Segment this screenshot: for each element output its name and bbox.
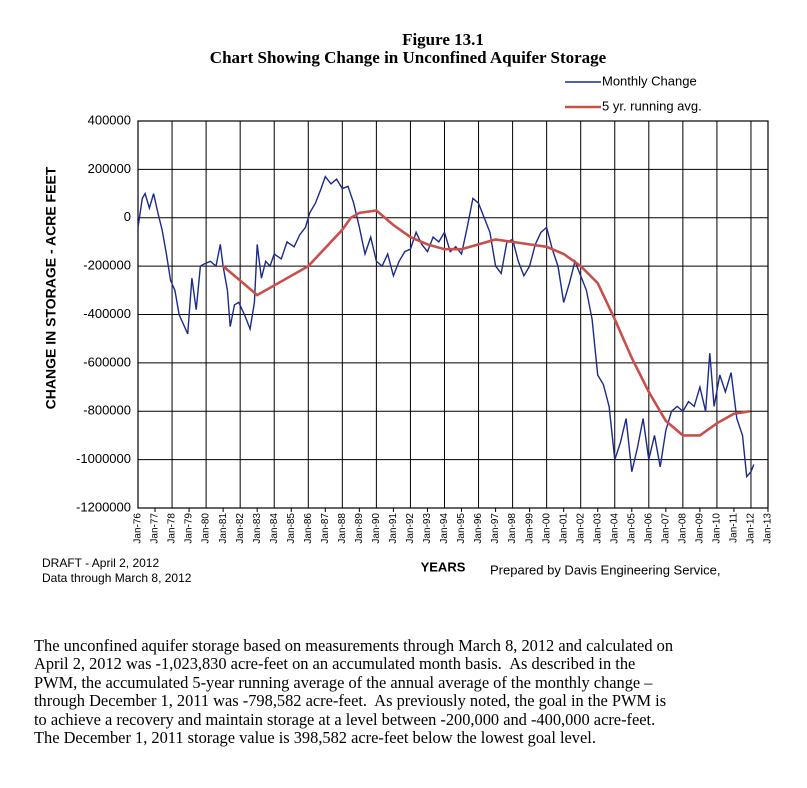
x-tick-label: Jan-11 <box>729 513 740 543</box>
x-tick-label: Jan-96 <box>473 513 484 544</box>
y-tick-label: 400000 <box>88 112 131 127</box>
x-tick-label: Jan-99 <box>524 513 535 544</box>
y-tick-label: -1200000 <box>76 499 131 514</box>
y-tick-label: -400000 <box>83 306 131 321</box>
x-tick-label: Jan-97 <box>490 513 501 544</box>
x-tick-label: Jan-10 <box>712 513 723 544</box>
x-tick-label: Jan-92 <box>405 513 416 544</box>
series-line <box>137 175 755 479</box>
x-tick-label: Jan-76 <box>133 513 144 544</box>
paragraph-line: April 2, 2012 was -1,023,830 acre-feet o… <box>34 654 636 674</box>
legend-label: 5 yr. running avg. <box>602 98 702 113</box>
x-tick-label: Jan-88 <box>337 513 348 544</box>
x-tick-label: Jan-02 <box>575 513 586 544</box>
x-tick-label: Jan-93 <box>422 513 433 544</box>
x-tick-label: Jan-90 <box>371 513 382 544</box>
x-tick-label: Jan-89 <box>354 513 365 544</box>
x-tick-label: Jan-82 <box>235 513 246 544</box>
x-tick-label: Jan-00 <box>541 513 552 544</box>
x-tick-label: Jan-79 <box>184 513 195 544</box>
x-tick-label: Jan-87 <box>320 513 331 544</box>
legend-label: Monthly Change <box>602 73 697 88</box>
y-tick-label: 0 <box>124 209 131 224</box>
x-tick-label: Jan-04 <box>609 513 620 544</box>
y-tick-label: -1000000 <box>76 451 131 466</box>
note: Data through March 8, 2012 <box>42 571 192 585</box>
x-tick-label: Jan-01 <box>558 513 569 544</box>
paragraph-line: through December 1, 2011 was -798,582 ac… <box>34 691 667 711</box>
x-tick-label: Jan-86 <box>303 513 314 544</box>
chart: Figure 13.1 Chart Showing Change in Unco… <box>42 30 774 585</box>
x-tick-label: Jan-81 <box>218 513 229 544</box>
plot-frame <box>137 120 769 509</box>
credit: Prepared by Davis Engineering Service, <box>490 562 721 577</box>
x-tick-label: Jan-85 <box>286 513 297 544</box>
note: DRAFT - April 2, 2012 <box>42 556 159 570</box>
x-tick-label: Jan-80 <box>201 513 212 544</box>
series-line <box>222 209 750 437</box>
paragraph-line: to achieve a recovery and maintain stora… <box>34 709 656 729</box>
x-tick-label: Jan-91 <box>388 513 399 544</box>
x-tick-label: Jan-13 <box>763 513 774 544</box>
x-tick-label: Jan-12 <box>746 513 757 544</box>
x-tick-label: Jan-78 <box>167 513 178 544</box>
x-tick-label: Jan-09 <box>695 513 706 544</box>
y-tick-label: -200000 <box>83 258 131 273</box>
x-tick-label: Jan-98 <box>507 513 518 544</box>
x-tick-label: Jan-08 <box>678 513 689 544</box>
x-tick-label: Jan-83 <box>252 513 263 544</box>
y-tick-label: 200000 <box>88 161 131 176</box>
x-tick-label: Jan-07 <box>660 513 671 544</box>
x-tick-label: Jan-84 <box>269 513 280 544</box>
x-tick-label: Jan-77 <box>150 513 161 544</box>
x-tick-label: Jan-03 <box>592 513 603 544</box>
y-axis-title: CHANGE IN STORAGE - ACRE FEET <box>43 166 59 409</box>
x-tick-label: Jan-06 <box>643 513 654 544</box>
paragraph: The unconfined aquifer storage based on … <box>34 636 674 748</box>
y-tick-label: -600000 <box>83 354 131 369</box>
x-axis-title: YEARS <box>421 559 466 574</box>
x-tick-label: Jan-95 <box>456 513 467 544</box>
paragraph-line: PWM, the accumulated 5-year running aver… <box>34 672 653 692</box>
x-tick-label: Jan-94 <box>439 513 450 544</box>
paragraph-line: The unconfined aquifer storage based on … <box>34 636 674 655</box>
y-tick-label: -800000 <box>83 403 131 418</box>
paragraph-line: The December 1, 2011 storage value is 39… <box>34 728 596 748</box>
x-tick-label: Jan-05 <box>626 513 637 544</box>
chart-title: Figure 13.1 <box>402 30 484 49</box>
chart-subtitle: Chart Showing Change in Unconfined Aquif… <box>210 48 607 67</box>
